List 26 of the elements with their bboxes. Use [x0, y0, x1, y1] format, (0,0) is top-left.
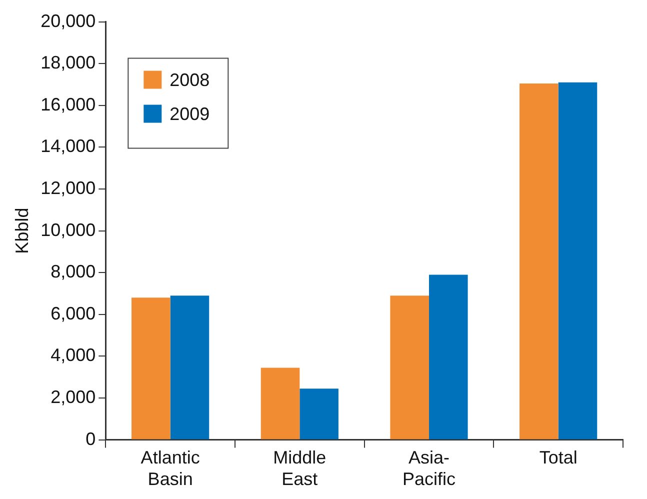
bar — [170, 296, 210, 440]
y-tick-label: 0 — [86, 428, 96, 449]
y-tick-label: 6,000 — [50, 303, 96, 324]
legend-label: 2008 — [170, 70, 210, 90]
y-tick-label: 18,000 — [40, 52, 96, 73]
x-tick-label: Atlantic Basin — [140, 448, 200, 490]
y-tick-label: 12,000 — [40, 178, 96, 198]
bar — [558, 82, 598, 440]
x-tick-label: Middle East — [273, 448, 326, 490]
y-tick-label: 2,000 — [50, 386, 96, 407]
y-tick-label: 14,000 — [40, 136, 96, 156]
y-axis-title: Kbbld — [12, 208, 32, 254]
bar — [300, 388, 338, 440]
y-tick-label: 10,000 — [40, 220, 96, 240]
y-tick-label: 16,000 — [40, 94, 96, 114]
legend-label: 2009 — [170, 104, 210, 124]
bar — [390, 296, 429, 440]
bar — [260, 368, 300, 440]
x-tick-label: Asia-Pacific — [402, 448, 456, 490]
y-tick-label: 4,000 — [50, 345, 96, 366]
bar — [520, 83, 558, 440]
bar — [428, 274, 468, 440]
y-tick-label: 8,000 — [50, 262, 96, 282]
x-tick-label: Total — [539, 448, 578, 468]
bar — [132, 298, 170, 440]
y-tick-label: 20,000 — [40, 10, 96, 31]
